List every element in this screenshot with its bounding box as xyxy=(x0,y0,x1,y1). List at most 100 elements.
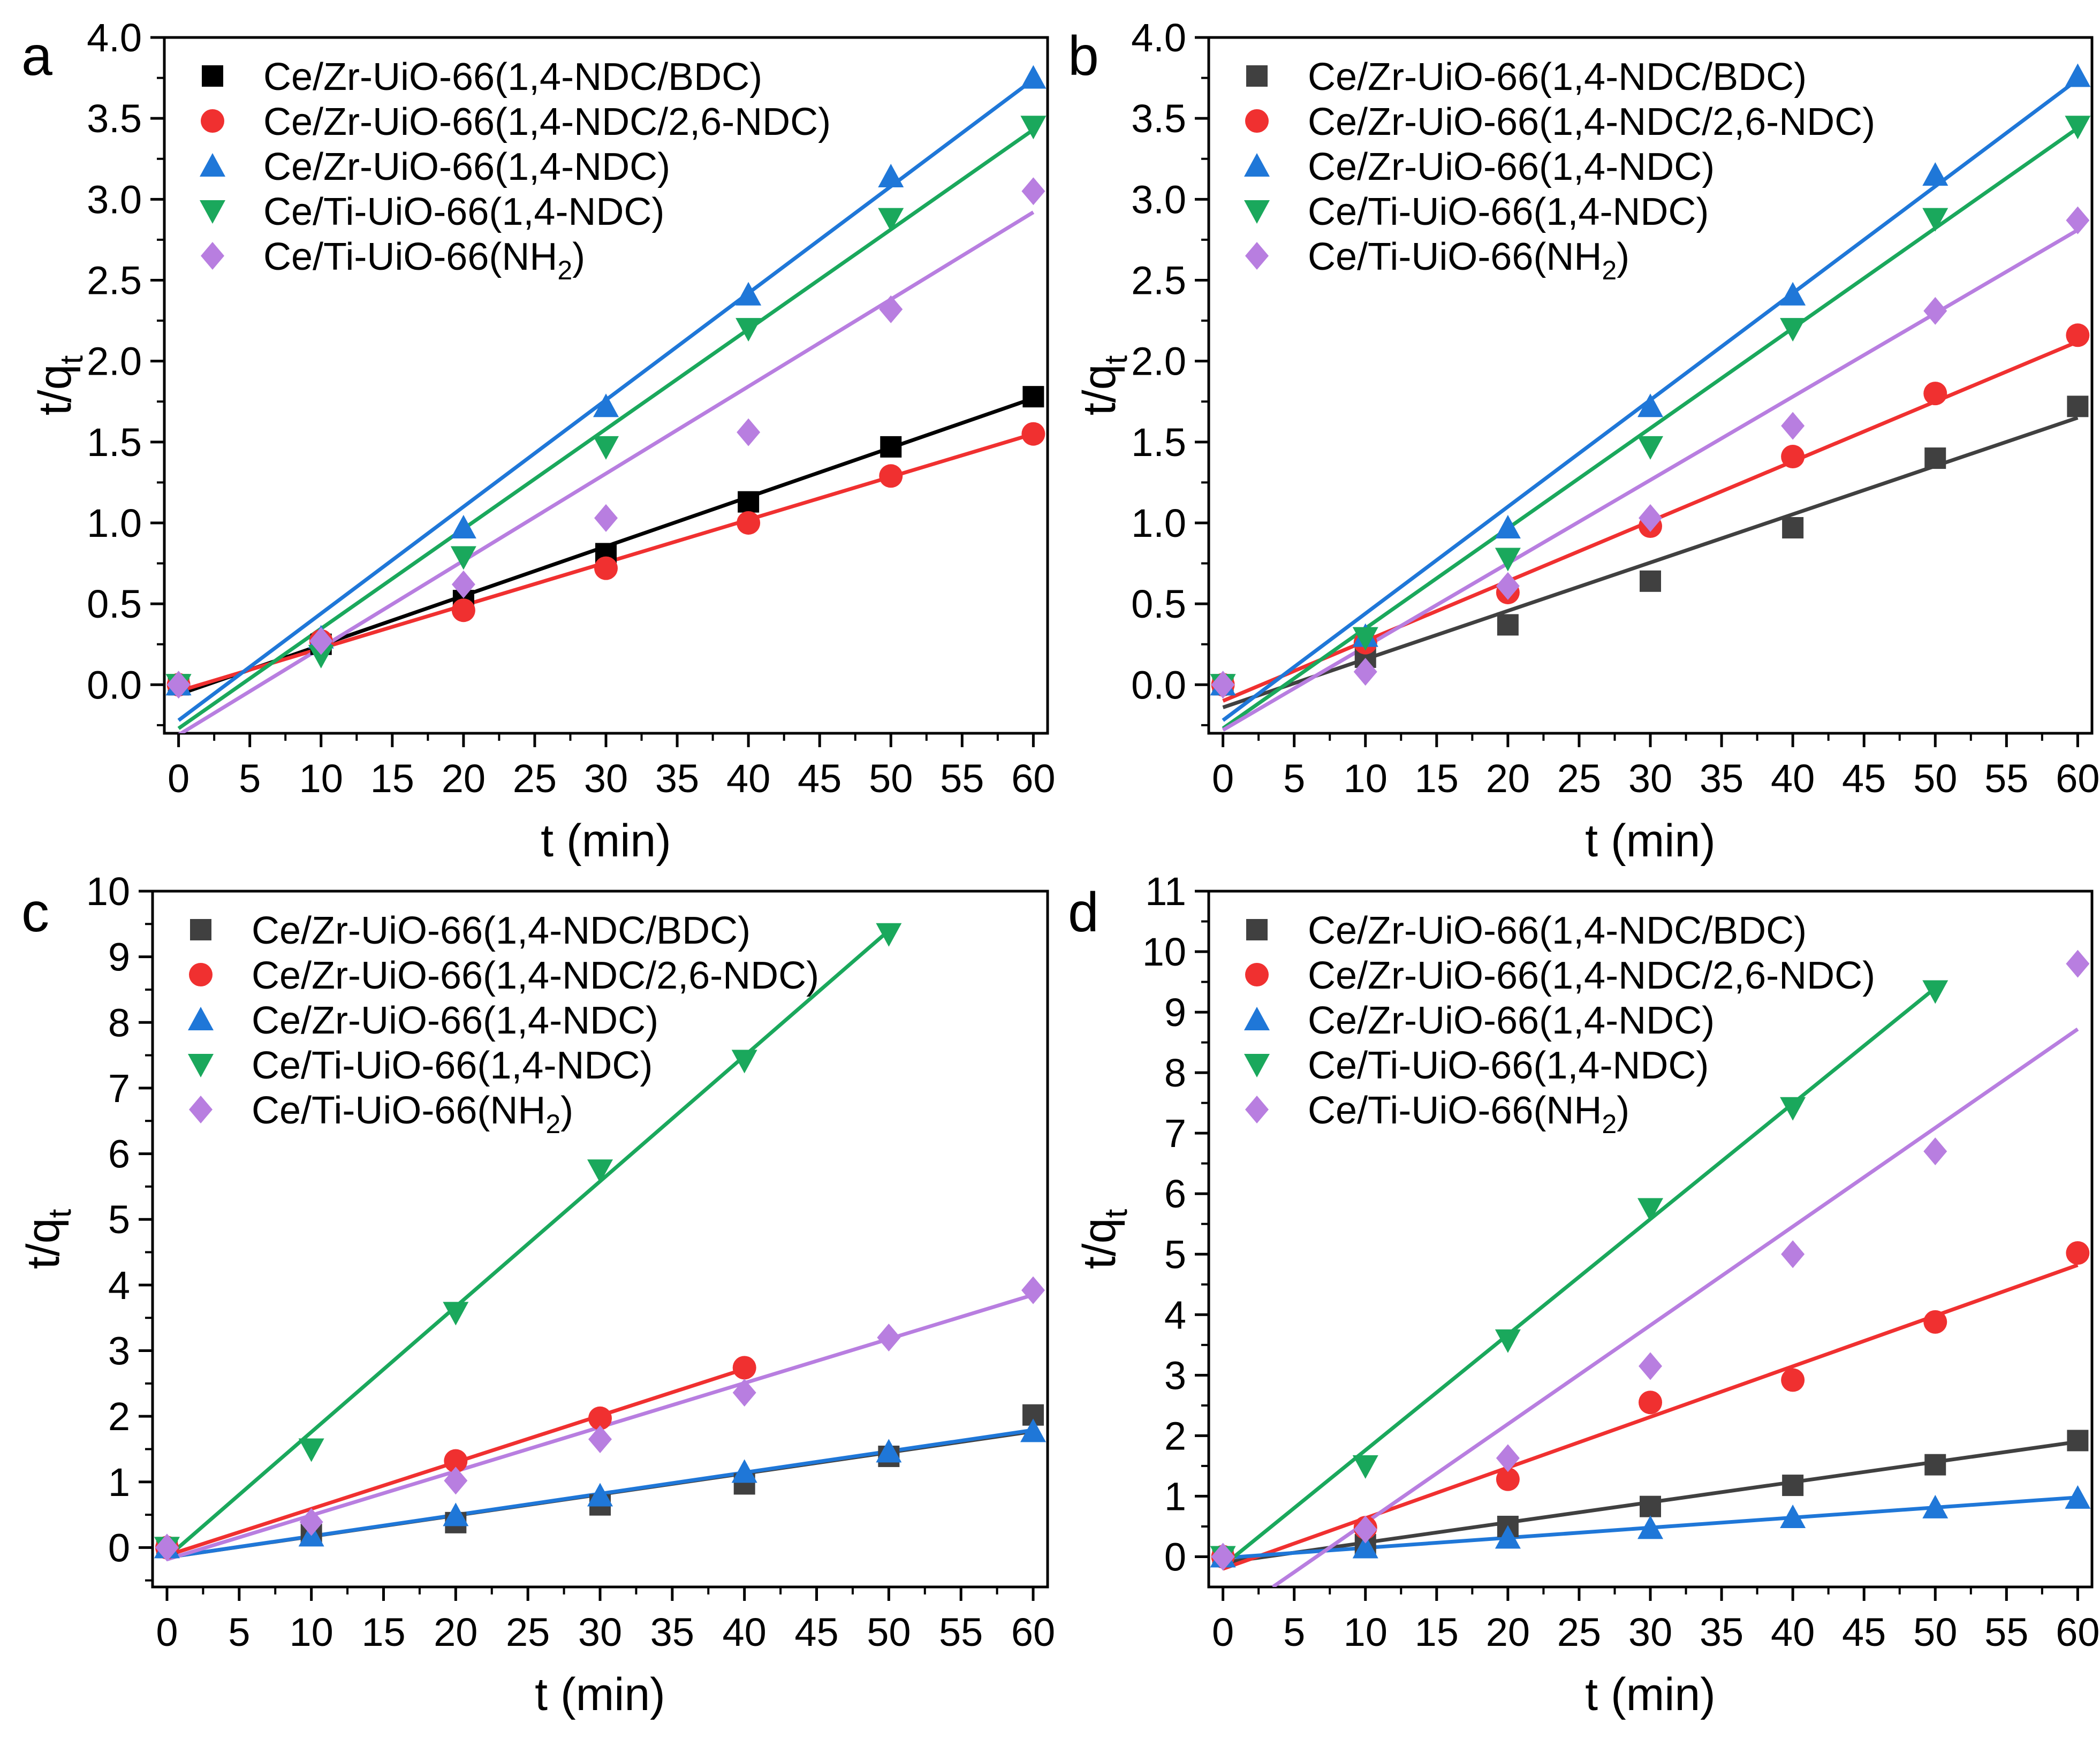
data-point xyxy=(738,491,760,513)
y-tick-label: 7 xyxy=(108,1066,130,1111)
legend-text: Ce/Zr-UiO-66(1,4-NDC/2,6-NDC) xyxy=(252,954,819,997)
data-point xyxy=(879,295,903,323)
y-axis-label-subscript: t xyxy=(1098,355,1134,364)
legend-entry: Ce/Zr-UiO-66(1,4-NDC/2,6-NDC) xyxy=(252,954,819,997)
y-axis-label-main: t/q xyxy=(1074,1218,1125,1270)
x-tick-label: 25 xyxy=(1557,756,1601,801)
y-tick-label: 5 xyxy=(1164,1232,1186,1277)
data-point xyxy=(450,515,476,539)
data-point xyxy=(1639,1391,1662,1415)
x-tick-label: 15 xyxy=(1415,1610,1459,1654)
y-tick-label: 3.0 xyxy=(1131,177,1186,222)
x-tick-label: 55 xyxy=(939,1610,983,1654)
legend-marker xyxy=(1246,919,1268,940)
y-axis-label-main: t/q xyxy=(18,1218,69,1270)
x-tick-label: 5 xyxy=(1283,756,1305,801)
legend-entry: Ce/Ti-UiO-66(NH2) xyxy=(263,236,585,285)
data-point xyxy=(878,208,904,232)
data-point xyxy=(876,1439,902,1463)
y-tick-label: 2.0 xyxy=(87,339,142,384)
x-axis-label: t (min) xyxy=(1585,815,1716,867)
data-point xyxy=(878,164,904,187)
y-tick-label: 3 xyxy=(108,1328,130,1373)
data-point xyxy=(309,627,333,655)
y-axis-label: t/qt xyxy=(18,1209,78,1270)
data-point xyxy=(1637,1515,1663,1539)
y-tick-label: 3.0 xyxy=(87,177,142,222)
y-tick-label: 9 xyxy=(108,935,130,979)
y-tick-label: 2 xyxy=(108,1394,130,1439)
data-point xyxy=(876,923,902,947)
x-tick-label: 25 xyxy=(513,756,557,801)
legend-marker xyxy=(1245,963,1269,986)
y-tick-label: 6 xyxy=(108,1132,130,1176)
data-point xyxy=(732,1378,756,1407)
y-tick-label: 5 xyxy=(108,1197,130,1242)
x-tick-label: 50 xyxy=(1913,756,1957,801)
data-point xyxy=(1923,1137,1947,1166)
data-point xyxy=(1637,393,1663,417)
legend-subscript: 2 xyxy=(557,255,572,285)
data-point xyxy=(155,1533,179,1562)
legend-subscript: 2 xyxy=(1602,1109,1617,1139)
legend-marker xyxy=(201,242,224,270)
x-tick-label: 45 xyxy=(1842,756,1886,801)
x-tick-label: 5 xyxy=(239,756,261,801)
y-tick-label: 2.5 xyxy=(1131,258,1186,302)
panel-label: c xyxy=(21,882,49,944)
data-point xyxy=(736,282,762,306)
data-point xyxy=(444,1467,468,1495)
data-point xyxy=(1780,1505,1806,1528)
x-tick-label: 50 xyxy=(1913,1610,1957,1654)
legend: Ce/Zr-UiO-66(1,4-NDC/BDC)Ce/Zr-UiO-66(1,… xyxy=(188,909,819,1139)
data-point xyxy=(588,1406,612,1430)
y-tick-label: 1.0 xyxy=(1131,501,1186,545)
data-point xyxy=(308,644,334,669)
legend-marker xyxy=(200,153,225,177)
x-tick-label: 40 xyxy=(723,1610,767,1654)
y-tick-label: 10 xyxy=(86,869,130,914)
legend-tail: ) xyxy=(1617,236,1629,278)
y-axis-label-main: t/q xyxy=(29,364,81,416)
x-tick-label: 25 xyxy=(506,1610,550,1654)
data-point xyxy=(1637,1198,1663,1222)
y-tick-label: 4.0 xyxy=(87,16,142,60)
x-tick-label: 50 xyxy=(869,756,913,801)
legend-text: Ce/Zr-UiO-66(1,4-NDC) xyxy=(1308,146,1715,188)
x-tick-label: 0 xyxy=(1212,1610,1234,1654)
data-point xyxy=(1640,1495,1661,1517)
legend-marker xyxy=(202,65,223,87)
data-point xyxy=(1021,177,1045,206)
legend-marker xyxy=(1244,200,1270,224)
x-tick-label: 35 xyxy=(1700,1610,1743,1654)
data-point xyxy=(588,1425,612,1454)
y-tick-label: 2.5 xyxy=(87,258,142,302)
legend-entry: Ce/Ti-UiO-66(1,4-NDC) xyxy=(1308,1044,1709,1087)
data-point xyxy=(1021,422,1045,446)
y-tick-label: 2.0 xyxy=(1131,339,1186,384)
legend-subscript: 2 xyxy=(1602,255,1617,285)
x-tick-label: 20 xyxy=(1486,756,1530,801)
data-point xyxy=(2066,206,2090,234)
legend-entry: Ce/Ti-UiO-66(1,4-NDC) xyxy=(263,191,664,233)
y-tick-label: 0 xyxy=(108,1525,130,1570)
data-point xyxy=(1353,1515,1377,1544)
y-tick-label: 6 xyxy=(1164,1172,1186,1216)
x-tick-label: 40 xyxy=(1771,756,1815,801)
x-tick-label: 15 xyxy=(1415,756,1459,801)
legend-text: Ce/Ti-UiO-66(NH xyxy=(1308,1089,1602,1132)
y-tick-label: 1 xyxy=(1164,1474,1186,1518)
x-tick-label: 15 xyxy=(370,756,414,801)
legend-entry: Ce/Zr-UiO-66(1,4-NDC/2,6-NDC) xyxy=(1308,101,1875,143)
legend-text: Ce/Zr-UiO-66(1,4-NDC/2,6-NDC) xyxy=(263,101,831,143)
x-tick-label: 60 xyxy=(2056,756,2099,801)
data-point xyxy=(1352,1455,1378,1479)
data-point xyxy=(451,598,475,622)
legend-subscript: 2 xyxy=(545,1109,560,1139)
y-tick-label: 10 xyxy=(1142,930,1186,974)
data-point xyxy=(1639,1352,1662,1380)
y-axis-label: t/qt xyxy=(1074,1209,1134,1270)
y-tick-label: 11 xyxy=(1145,869,1186,914)
y-tick-label: 8 xyxy=(108,1000,130,1045)
